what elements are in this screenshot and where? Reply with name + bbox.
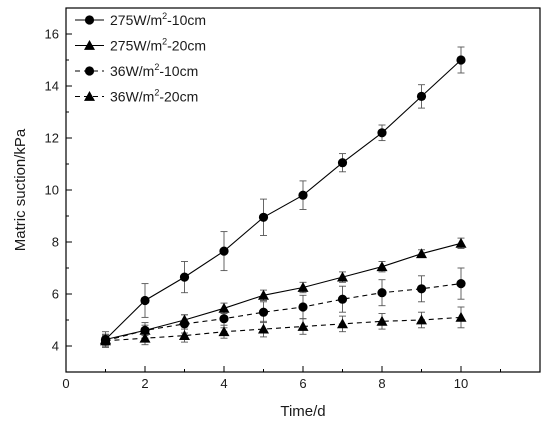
legend-label-superscript: 2 <box>154 88 159 98</box>
data-point-series-3 <box>337 294 348 304</box>
legend-label-2: 275W/m2-20cm <box>110 37 206 54</box>
data-point-series-3 <box>140 325 150 335</box>
data-point-series-1 <box>416 91 427 101</box>
y-axis-title: Matric suction/kPa <box>12 128 29 251</box>
legend-marker-1 <box>84 15 95 25</box>
data-point-series-1 <box>140 295 150 306</box>
x-tick-label: 8 <box>378 376 385 391</box>
series-line-1 <box>105 59 462 340</box>
data-point-series-1 <box>179 272 190 282</box>
data-point-series-4 <box>455 311 467 322</box>
data-point-series-3 <box>179 319 190 329</box>
data-point-series-1 <box>377 128 387 138</box>
legend-label-superscript: 2 <box>162 37 167 47</box>
legend-label-main: 36W/m <box>110 63 154 79</box>
x-tick-label: 0 <box>62 376 69 391</box>
y-tick-label: 6 <box>52 287 59 302</box>
legend-label-main: 36W/m <box>110 89 154 105</box>
legend-label-main: 275W/m <box>110 38 162 54</box>
legend-marker-2 <box>84 40 95 50</box>
data-point-series-3 <box>416 284 427 294</box>
data-point-series-2 <box>376 261 388 272</box>
data-point-series-1 <box>298 190 308 200</box>
data-point-series-4 <box>376 315 388 326</box>
data-point-series-4 <box>416 314 427 325</box>
x-tick-label: 10 <box>454 376 468 391</box>
series-line-3 <box>105 283 462 342</box>
series-line-2 <box>105 242 462 341</box>
data-point-series-4 <box>218 326 230 337</box>
data-point-series-1 <box>219 246 229 256</box>
data-point-series-2 <box>416 248 427 259</box>
legend-label-3: 36W/m2-10cm <box>110 62 198 79</box>
data-point-series-2 <box>218 302 230 313</box>
legend-label-suffix: -10cm <box>159 63 198 79</box>
legend-label-suffix: -10cm <box>167 12 206 28</box>
data-point-series-4 <box>337 318 348 329</box>
data-point-series-1 <box>456 55 466 65</box>
y-tick-label: 14 <box>45 79 59 94</box>
data-point-series-3 <box>456 279 466 289</box>
legend-label-4: 36W/m2-20cm <box>110 88 198 105</box>
legend-label-main: 275W/m <box>110 12 162 28</box>
data-point-series-3 <box>377 288 387 298</box>
legend-label-suffix: -20cm <box>167 38 206 54</box>
y-tick-label: 4 <box>52 339 59 354</box>
markers-layer <box>100 55 467 346</box>
x-axis-title: Time/d <box>280 403 325 420</box>
data-point-series-3 <box>298 302 308 312</box>
data-point-series-4 <box>139 332 151 343</box>
x-tick-label: 6 <box>299 376 306 391</box>
series-line-4 <box>105 316 462 342</box>
data-point-series-3 <box>219 314 229 324</box>
data-point-series-2 <box>258 289 269 300</box>
x-tick-label: 4 <box>220 376 227 391</box>
axes-layer: 0 2 4 6 8 10 4 6 8 10 12 14 16 Time/d Matric suction/k… <box>12 7 541 420</box>
legend: 275W/m2-10cm275W/m2-20cm36W/m2-10cm36W/m… <box>75 11 206 105</box>
data-point-series-4 <box>179 330 190 340</box>
legend-marker-4 <box>84 91 95 101</box>
legend-label-1: 275W/m2-10cm <box>110 11 206 28</box>
data-point-series-4 <box>258 323 269 334</box>
data-point-series-4 <box>297 321 309 331</box>
data-point-series-2 <box>455 237 467 248</box>
series-lines-layer <box>105 59 462 342</box>
data-point-series-3 <box>258 307 269 317</box>
y-tick-label: 10 <box>45 183 59 198</box>
legend-label-suffix: -20cm <box>159 89 198 105</box>
y-tick-label: 8 <box>52 235 59 250</box>
x-tick-label: 2 <box>141 376 148 391</box>
data-point-series-2 <box>337 271 348 282</box>
data-point-series-4 <box>100 335 111 346</box>
legend-label-superscript: 2 <box>162 11 167 21</box>
data-point-series-2 <box>297 282 309 292</box>
y-tick-label: 16 <box>45 27 59 42</box>
data-point-series-1 <box>258 212 269 222</box>
data-point-series-1 <box>337 158 348 168</box>
legend-label-superscript: 2 <box>154 62 159 72</box>
legend-marker-3 <box>84 66 95 76</box>
y-tick-label: 12 <box>45 131 59 146</box>
